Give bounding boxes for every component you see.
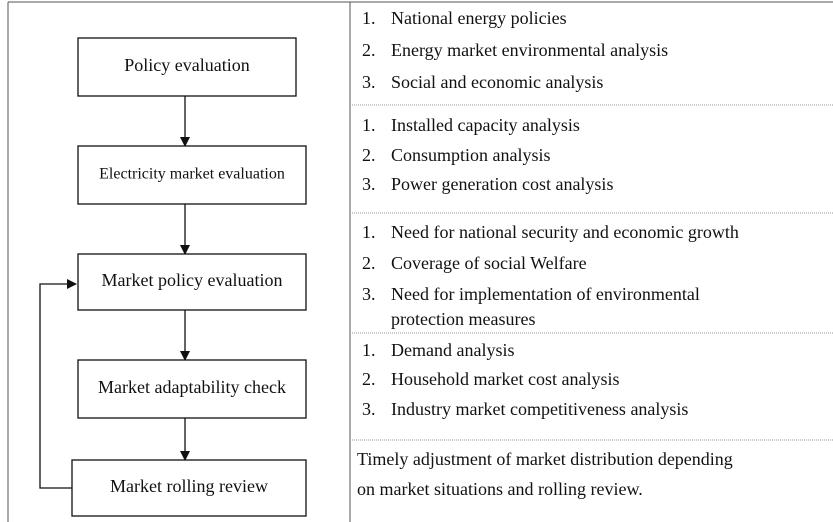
item-text: Demand analysis <box>391 340 514 360</box>
item-number: 3. <box>362 284 376 304</box>
item-text: Need for national security and economic … <box>391 222 739 242</box>
item-text: Installed capacity analysis <box>391 115 580 135</box>
node-label: Electricity market evaluation <box>99 166 285 183</box>
item-number: 1. <box>362 222 376 242</box>
paragraph-line: on market situations and rolling review. <box>357 479 643 499</box>
node-label: Market adaptability check <box>98 377 286 397</box>
item-text: Power generation cost analysis <box>391 174 613 194</box>
node-box <box>77 253 307 311</box>
item-number: 1. <box>362 340 376 360</box>
node-box <box>71 459 307 517</box>
item-number: 2. <box>362 369 376 389</box>
item-number: 2. <box>362 40 376 60</box>
node-label: Market rolling review <box>110 476 268 496</box>
item-number: 3. <box>362 399 376 419</box>
node-label: Policy evaluation <box>124 55 249 75</box>
paragraph-line: Timely adjustment of market distribution… <box>357 449 733 469</box>
item-text: Energy market environmental analysis <box>391 40 668 60</box>
item-number: 3. <box>362 174 376 194</box>
item-text: National energy policies <box>391 8 567 28</box>
node-box <box>77 145 307 205</box>
node-box <box>77 359 307 419</box>
item-number: 2. <box>362 145 376 165</box>
item-number: 1. <box>362 8 376 28</box>
item-number: 2. <box>362 253 376 273</box>
item-text: Consumption analysis <box>391 145 551 165</box>
item-text: Need for implementation of environmental <box>391 284 700 304</box>
item-text: protection measures <box>391 309 535 329</box>
item-text: Industry market competitiveness analysis <box>391 399 688 419</box>
item-text: Household market cost analysis <box>391 369 619 389</box>
item-number: 3. <box>362 72 376 92</box>
item-number: 1. <box>362 115 376 135</box>
node-box <box>77 37 297 97</box>
item-text: Coverage of social Welfare <box>391 253 587 273</box>
node-label: Market policy evaluation <box>102 270 283 290</box>
feedback-arrow <box>39 279 77 489</box>
item-text: Social and economic analysis <box>391 72 603 92</box>
